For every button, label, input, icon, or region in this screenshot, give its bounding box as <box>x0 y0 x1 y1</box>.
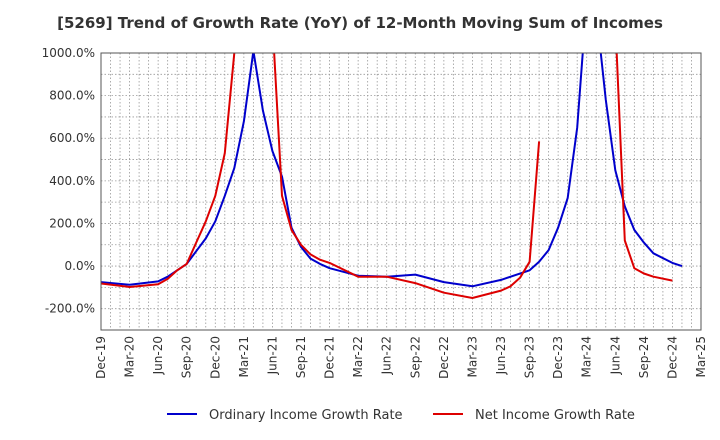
x-tick-label: Mar-21 <box>237 336 251 377</box>
x-tick-label: Jun-23 <box>494 336 508 375</box>
y-tick-label: 600.0% <box>49 131 95 145</box>
y-tick-label: 400.0% <box>49 174 95 188</box>
x-tick-label: Mar-24 <box>580 336 594 377</box>
x-tick-label: Mar-25 <box>694 336 708 377</box>
series-line <box>615 53 673 282</box>
grid-lines <box>101 53 701 330</box>
y-tick-label: -200.0% <box>45 302 95 316</box>
x-tick-label: Dec-22 <box>437 336 451 379</box>
x-tick-label: Mar-22 <box>351 336 365 377</box>
x-tick-label: Sep-22 <box>408 336 422 378</box>
x-tick-label: Jun-24 <box>608 336 622 375</box>
legend-label: Ordinary Income Growth Rate <box>209 408 403 423</box>
y-tick-label: 200.0% <box>49 216 95 230</box>
x-tick-label: Mar-20 <box>123 336 137 377</box>
x-tick-label: Sep-23 <box>523 336 537 378</box>
y-tick-label: 1000.0% <box>42 46 95 60</box>
x-tick-label: Sep-21 <box>294 336 308 378</box>
x-tick-label: Dec-24 <box>665 336 679 379</box>
x-tick-label: Sep-24 <box>637 336 651 378</box>
series-line <box>101 53 683 288</box>
legend-label: Net Income Growth Rate <box>475 408 635 423</box>
x-axis-tick-labels: Dec-19 Mar-20 Jun-20 Sep-20 Dec-20 Mar-21 Jun-… <box>94 336 708 379</box>
x-tick-label: Dec-19 <box>94 336 108 379</box>
x-tick-label: Jun-21 <box>265 336 279 375</box>
plot-frame <box>100 52 702 331</box>
legend: Ordinary Income Growth Rate Net Income Gr… <box>167 408 635 423</box>
x-tick-label: Dec-23 <box>551 336 565 379</box>
y-axis-tick-labels: -200.0% 0.0% 200.0% 400.0% 600.0% 800.0% 1000.… <box>42 46 95 316</box>
x-tick-label: Mar-23 <box>465 336 479 377</box>
y-tick-label: 0.0% <box>65 259 96 273</box>
x-tick-label: Dec-21 <box>323 336 337 379</box>
x-tick-label: Sep-20 <box>180 336 194 378</box>
chart-title: [5269] Trend of Growth Rate (YoY) of 12-… <box>57 14 663 32</box>
series-line <box>101 53 541 299</box>
x-tick-label: Jun-20 <box>151 336 165 375</box>
x-tick-label: Jun-22 <box>380 336 394 375</box>
series-lines <box>101 53 683 299</box>
x-tick-label: Dec-20 <box>208 336 222 379</box>
y-tick-label: 800.0% <box>49 89 95 103</box>
